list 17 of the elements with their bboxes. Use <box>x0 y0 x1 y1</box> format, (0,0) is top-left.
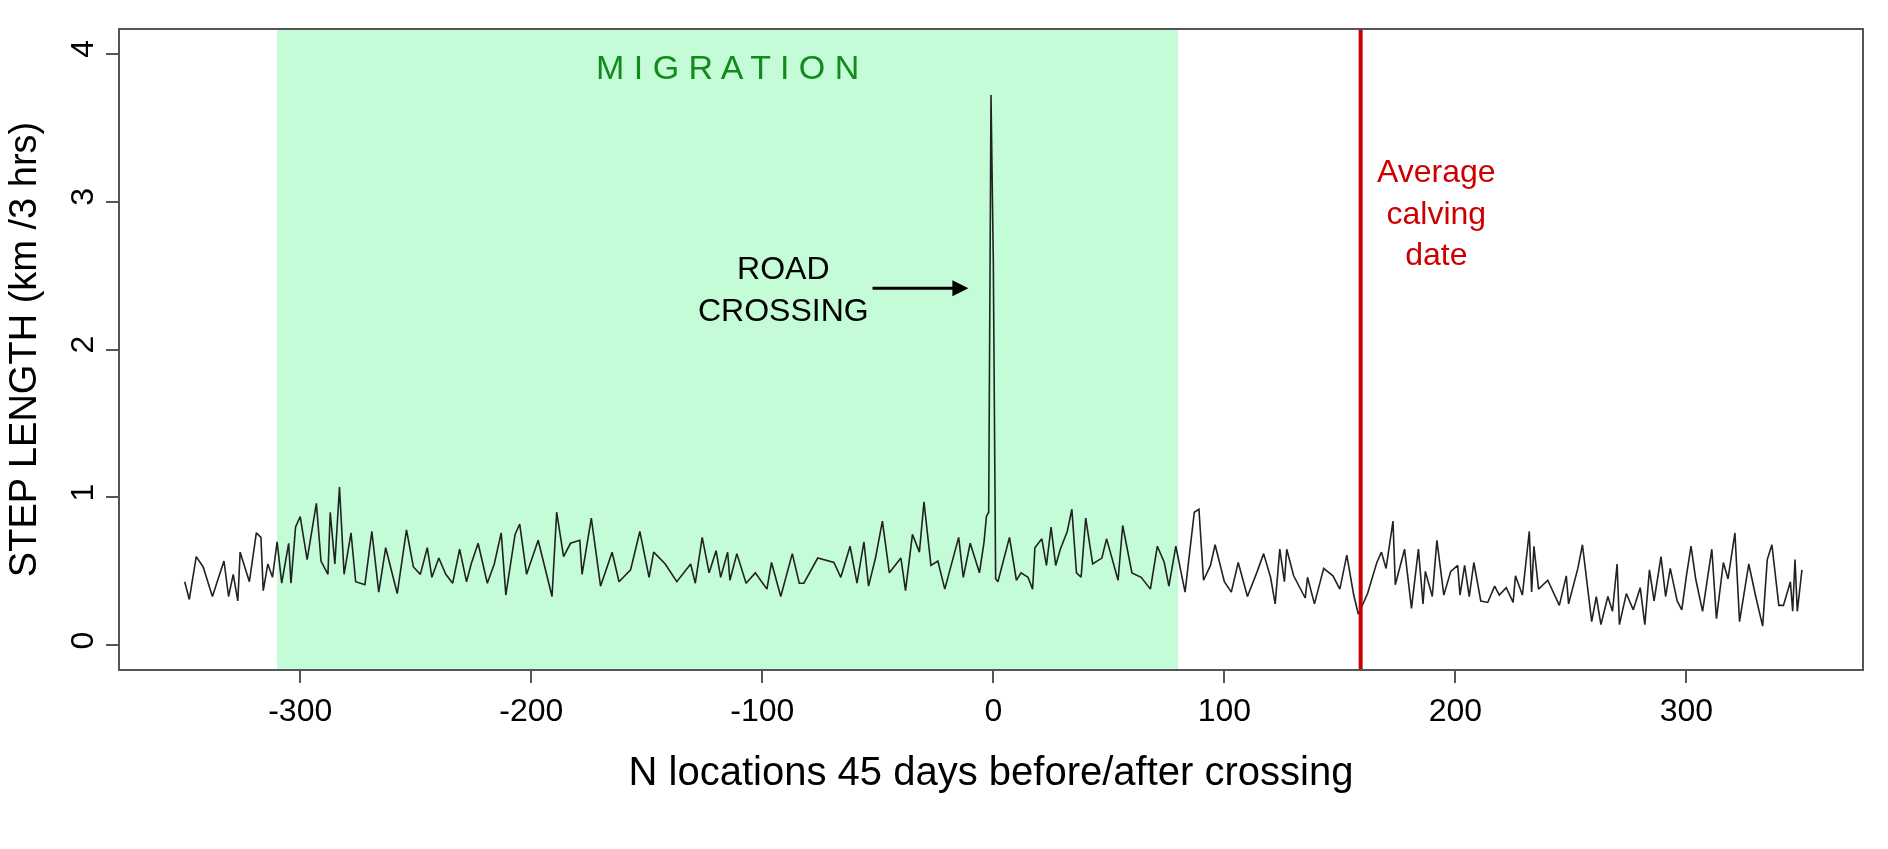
band-label: M I G R A T I O N <box>596 48 860 86</box>
y-tick-label: 3 <box>64 187 101 206</box>
x-tick-label: 0 <box>984 692 1003 729</box>
x-axis-title: N locations 45 days before/after crossing <box>628 749 1354 794</box>
annotation: ROAD CROSSING <box>698 250 869 328</box>
y-tick-label: 2 <box>64 335 101 354</box>
y-axis-title: STEP LENGTH (km /3 hrs) <box>1 121 44 578</box>
y-tick-label: 0 <box>64 631 101 650</box>
y-tick-label: 1 <box>64 483 101 502</box>
y-tick-label: 4 <box>64 39 101 58</box>
x-tick-label: -100 <box>730 692 795 729</box>
x-tick-label: -300 <box>268 692 333 729</box>
x-tick-label: 200 <box>1428 692 1483 729</box>
x-tick-label: 300 <box>1659 692 1714 729</box>
ref-line-label: Average calving date <box>1377 153 1496 273</box>
x-tick-label: 100 <box>1197 692 1252 729</box>
x-tick-label: -200 <box>499 692 564 729</box>
